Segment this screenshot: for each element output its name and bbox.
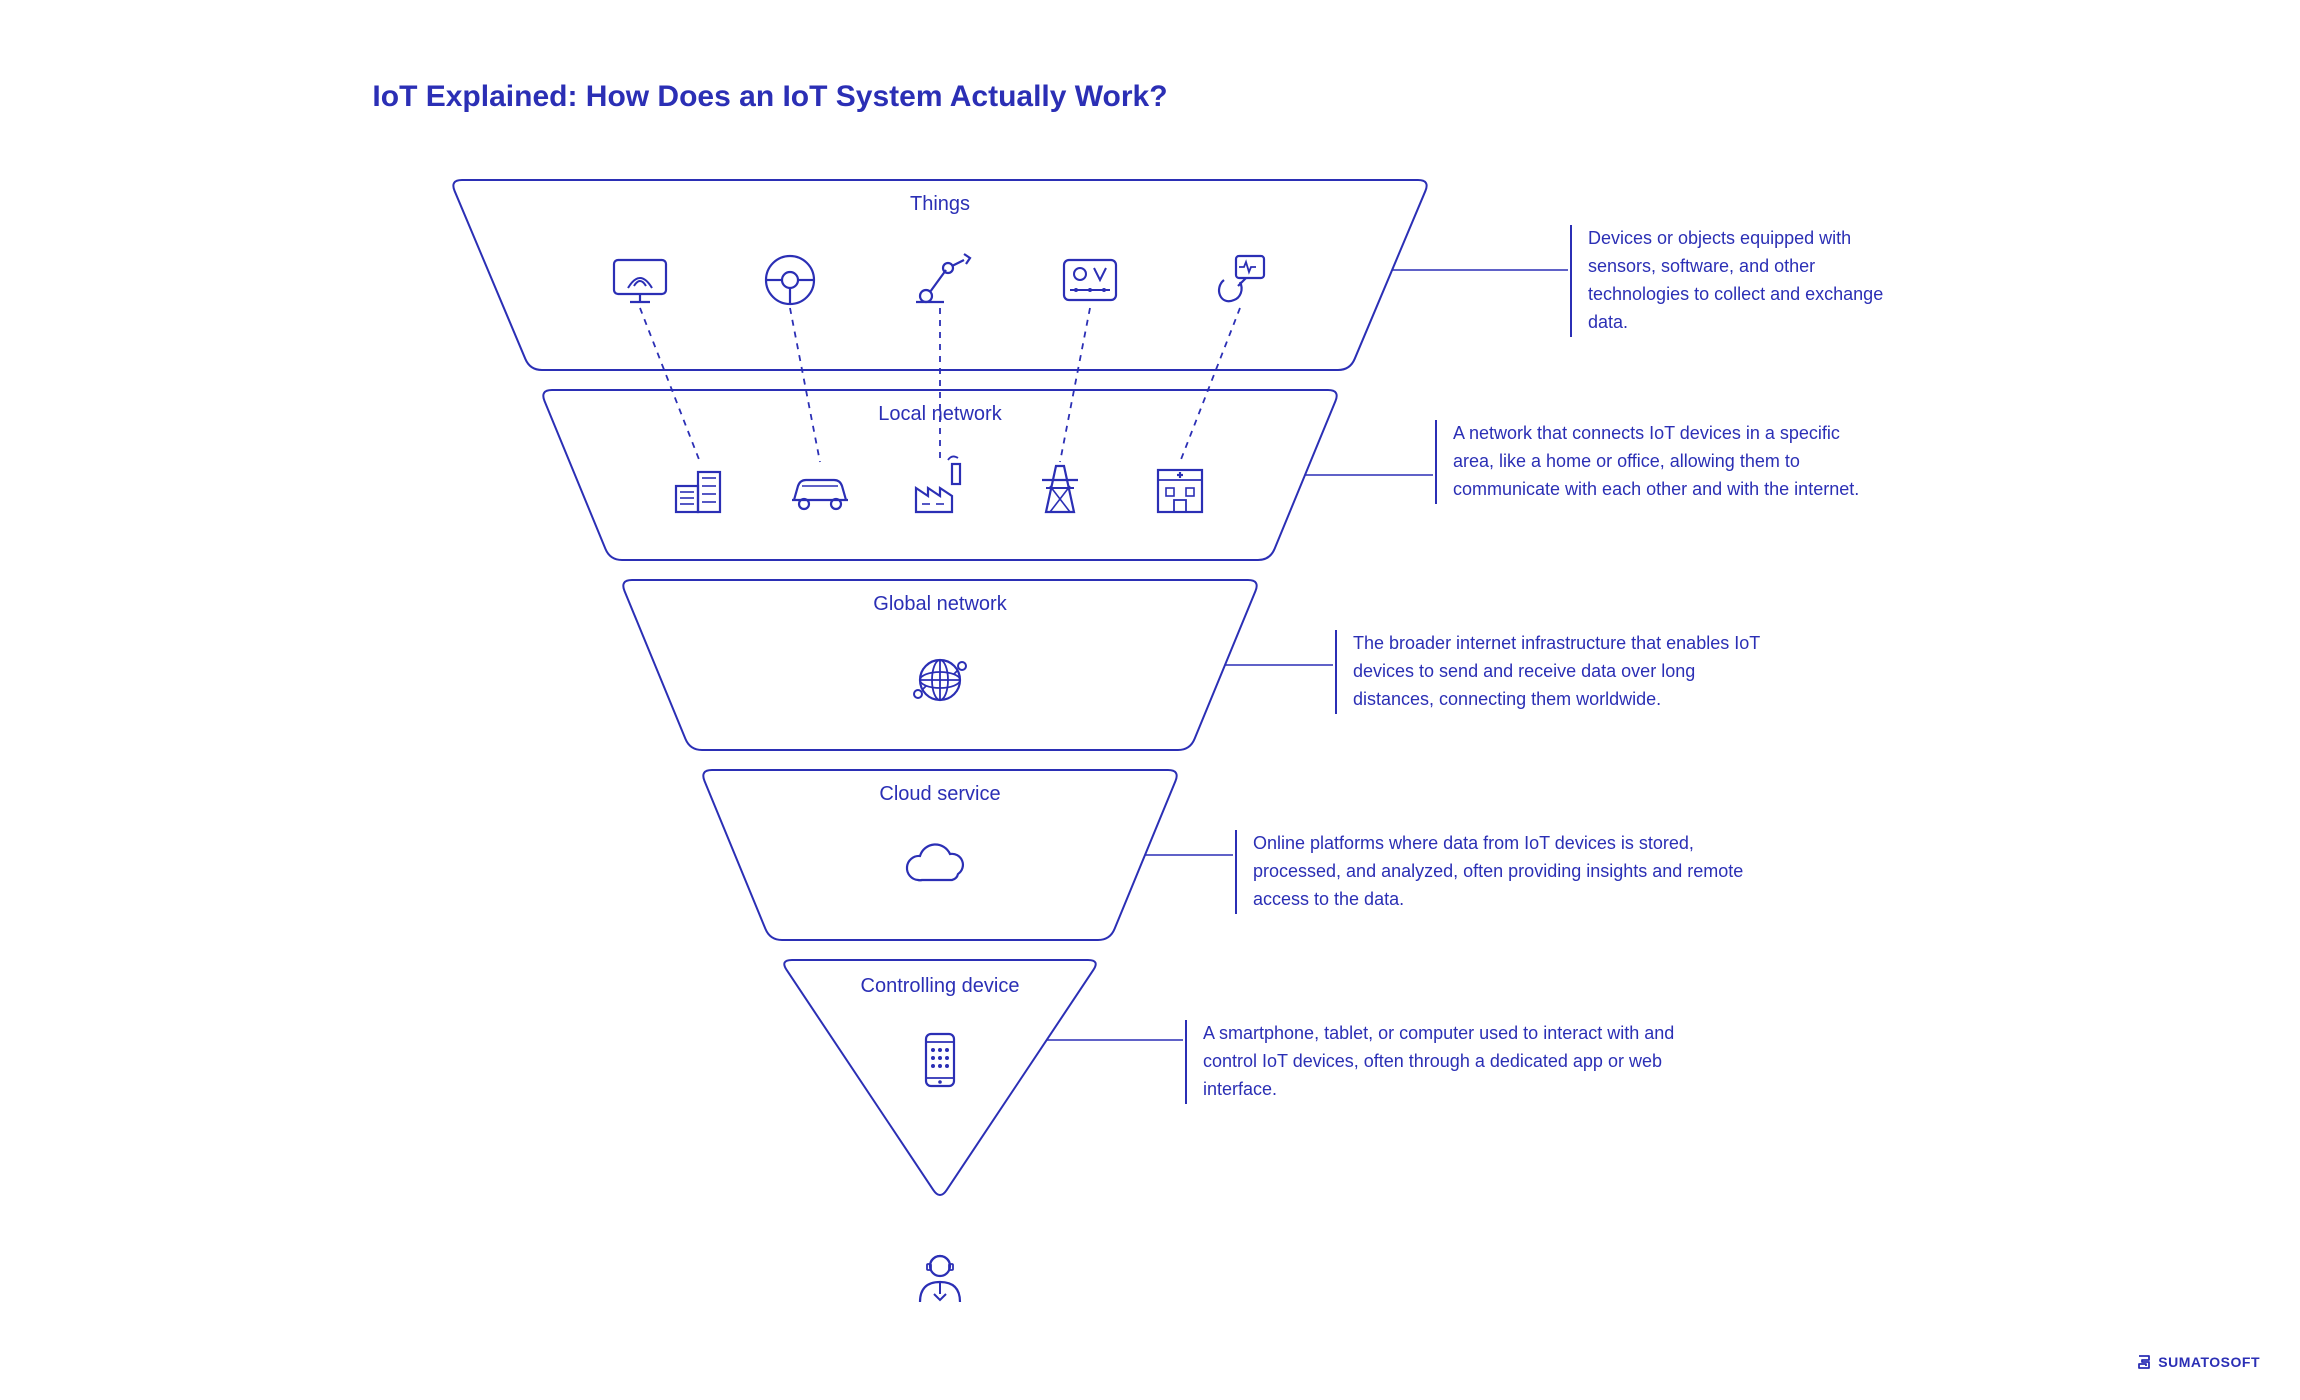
globe-network-icon <box>914 660 966 700</box>
layer-control-label: Controlling device <box>861 975 1020 997</box>
smartphone-icon <box>926 1034 954 1086</box>
steering-wheel-icon <box>766 256 814 304</box>
buildings-icon <box>676 472 720 512</box>
desc-local: A network that connects IoT devices in a… <box>1435 420 1865 504</box>
factory-icon <box>916 456 960 512</box>
robot-arm-icon <box>916 254 970 302</box>
person-headset-icon <box>920 1256 960 1302</box>
layer-cloud-label: Cloud service <box>879 783 1000 805</box>
desc-cloud: Online platforms where data from IoT dev… <box>1235 830 1755 914</box>
dashboard-meter-icon <box>1064 260 1116 300</box>
cloud-icon <box>907 844 963 880</box>
hospital-icon <box>1158 470 1202 512</box>
connector-dashed <box>1060 308 1090 462</box>
connector-dashed <box>790 308 820 462</box>
connector-dashed <box>1180 308 1240 462</box>
transmission-tower-icon <box>1042 466 1078 512</box>
layer-global-label: Global network <box>873 593 1007 615</box>
monitor-signal-icon <box>614 260 666 302</box>
medical-monitor-icon <box>1219 256 1264 301</box>
layer-things-label: Things <box>910 193 970 215</box>
desc-things: Devices or objects equipped with sensors… <box>1570 225 1910 337</box>
car-icon <box>792 480 848 509</box>
watermark-logo-icon <box>2136 1354 2152 1370</box>
desc-global: The broader internet infrastructure that… <box>1335 630 1765 714</box>
desc-control: A smartphone, tablet, or computer used t… <box>1185 1020 1715 1104</box>
watermark: SUMATOSOFT <box>2136 1354 2260 1370</box>
connector-dashed <box>640 308 700 462</box>
funnel-diagram: ThingsLocal networkGlobal networkCloud s… <box>0 0 2300 1400</box>
